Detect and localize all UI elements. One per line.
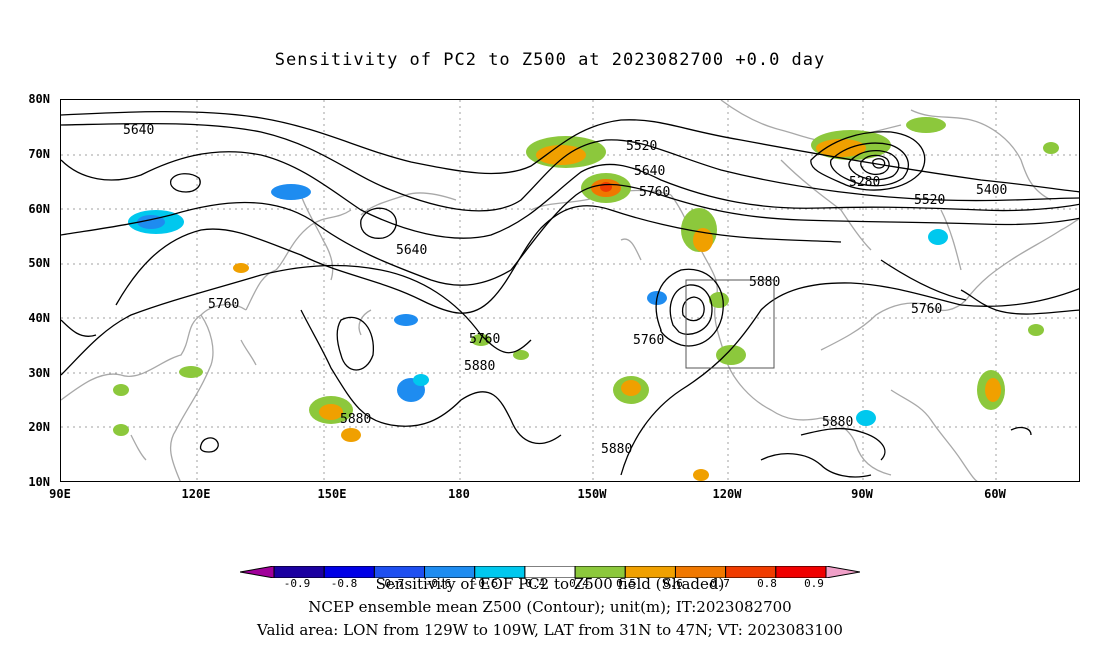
colorbar-tick-label: 0.6 [663,577,683,590]
map-plot-area: 5640 5520 5640 5760 5280 5400 5520 5640 … [60,99,1080,482]
contour-label: 5760 [469,332,500,347]
colorbar-tick-label: -0.9 [283,577,311,590]
footer-line-valid-area: Valid area: LON from 129W to 109W, LAT f… [257,621,843,639]
contour-label: 5880 [749,275,780,290]
colorbar-tick-label: -0.5 [471,577,499,590]
lon-label: 180 [448,487,470,501]
lon-label: 150E [317,487,347,501]
map-canvas: 5640 5520 5640 5760 5280 5400 5520 5640 … [61,100,1079,481]
contour-label: 5640 [634,164,665,179]
contour-label: 5880 [822,415,853,430]
contour-label: 5520 [914,193,945,208]
lat-label: 10N [28,475,50,489]
contour-label: 5520 [626,139,657,154]
contour-label: 5880 [464,359,495,374]
contour-label: 5280 [849,175,880,190]
lon-label: 120E [181,487,211,501]
contour-label: 5400 [976,183,1007,198]
lat-label: 20N [28,420,50,434]
lon-label: 60W [984,487,1006,501]
colorbar-tick-label: 0.8 [757,577,777,590]
contour-label: 5760 [208,297,239,312]
contour-label: 5640 [123,123,154,138]
colorbar-tick-label: -0.6 [424,577,452,590]
colorbar-tick-label: -0.7 [377,577,405,590]
colorbar-tick-label: -0.8 [330,577,358,590]
contour-label: 5760 [633,333,664,348]
contour-label: 5880 [340,412,371,427]
map-title: Sensitivity of PC2 to Z500 at 2023082700… [274,50,826,70]
lon-label: 90E [49,487,71,501]
lat-label: 40N [28,311,50,325]
colorbar-segment [825,566,860,578]
colorbar-tick-label: 0.7 [710,577,730,590]
lon-label: 90W [851,487,873,501]
colorbar-labels: -0.9 -0.8 -0.7 -0.6 -0.5 -0.4 0.4 0.5 0.… [240,577,860,591]
colorbar-tick-label: -0.4 [518,577,546,590]
colorbar-tick-label: 0.9 [804,577,824,590]
colorbar-tick-label: 0.4 [569,577,589,590]
sensitivity-shading [113,117,1059,481]
footer-line-shading: Sensitivity of EOF PC2 to Z500 field (Sh… [375,575,725,593]
contour-label: 5760 [911,302,942,317]
lon-label: 150W [577,487,607,501]
contour-label: 5640 [396,243,427,258]
lat-label: 60N [28,202,50,216]
footer-line-contour: NCEP ensemble mean Z500 (Contour); unit(… [308,598,792,616]
contour-label: 5760 [639,185,670,200]
lon-label: 120W [712,487,742,501]
valid-area-box [685,279,775,369]
lat-label: 50N [28,256,50,270]
lat-label: 30N [28,366,50,380]
colorbar [240,566,860,578]
lat-label: 70N [28,147,50,161]
z500-contours [61,110,1079,478]
colorbar-tick-label: 0.5 [616,577,636,590]
lat-label: 80N [28,92,50,106]
contour-label: 5880 [601,442,632,457]
contour-labels: 5640 5520 5640 5760 5280 5400 5520 5640 … [123,123,1007,457]
